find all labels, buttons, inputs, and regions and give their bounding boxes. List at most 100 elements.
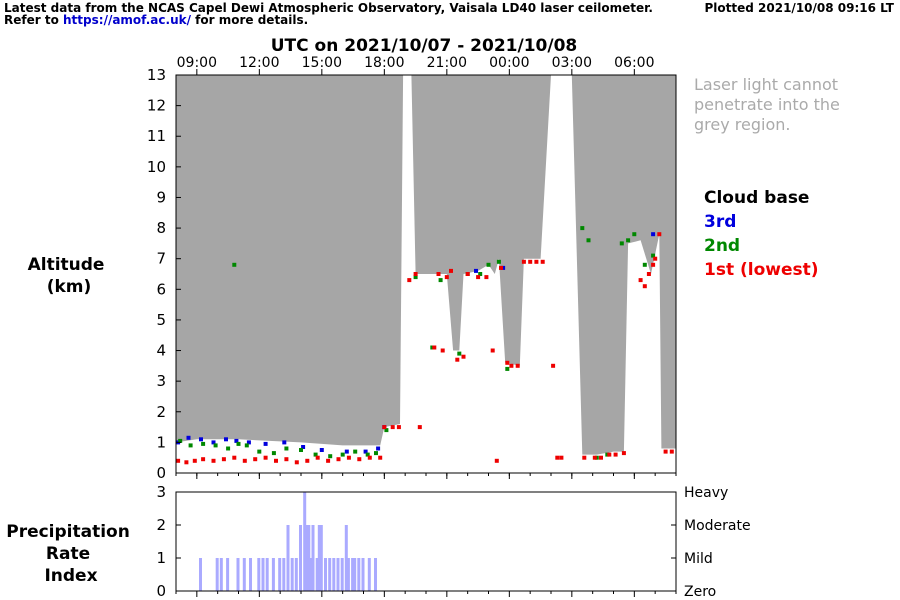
cloud-base-second-point xyxy=(651,253,656,258)
cloud-base-first-point xyxy=(621,451,626,456)
grey-note-line3: grey region. xyxy=(694,115,790,134)
cloud-base-first-point xyxy=(638,278,643,283)
cloud-base-third-point xyxy=(186,435,191,440)
cloud-base-first-point xyxy=(499,265,503,270)
cloud-base-second-point xyxy=(384,428,389,433)
header-line2: Refer to https://amof.ac.uk/ for more de… xyxy=(4,13,308,27)
y-tick-label: 10 xyxy=(147,158,166,176)
cloud-base-first-point xyxy=(263,455,268,460)
precip-bar xyxy=(328,558,332,591)
x-tick-label: 06:00 xyxy=(614,55,654,71)
precip-bar xyxy=(215,558,219,591)
precip-bar xyxy=(278,558,282,591)
cloud-base-third-point xyxy=(199,437,203,442)
cloud-base-second-point xyxy=(178,438,183,443)
cloud-base-third-point xyxy=(474,268,478,273)
cloud-base-second-point xyxy=(271,451,276,456)
cloud-base-first-point xyxy=(582,455,587,460)
cloud-base-third-point xyxy=(211,440,216,445)
cloud-base-second-point xyxy=(226,446,231,451)
cloud-base-first-point xyxy=(440,348,445,353)
cloud-base-first-point xyxy=(378,455,383,460)
cloud-base-third-point xyxy=(501,265,506,270)
legend-entry-3rd: 3rd xyxy=(704,212,736,232)
cloud-base-first-point xyxy=(284,457,289,462)
cloud-base-first-point xyxy=(444,275,449,280)
cloud-base-first-point xyxy=(476,275,481,280)
precip-bar xyxy=(242,558,246,591)
precip-bar xyxy=(199,558,202,591)
cloud-base-first-point xyxy=(221,457,226,462)
cloud-base-second-point xyxy=(478,272,483,276)
cloud-base-first-point xyxy=(232,455,237,460)
cloud-base-second-point xyxy=(374,451,378,456)
amof-link[interactable]: https://amof.ac.uk/ xyxy=(63,13,191,27)
cloud-base-second-point xyxy=(486,262,491,267)
grey-region-note: Laser light cannot penetrate into the gr… xyxy=(694,75,845,134)
precip-bar xyxy=(315,558,319,591)
precip-intensity-label: Heavy xyxy=(684,485,728,501)
y-tick-label: 11 xyxy=(147,127,166,145)
y-tick-label: 6 xyxy=(156,280,166,298)
precip-label-line1: Precipitation xyxy=(6,522,130,542)
cloud-base-first-point xyxy=(274,458,278,463)
header-refer-text: Refer to xyxy=(4,13,59,27)
cloud-base-second-point xyxy=(619,241,624,246)
cloud-base-first-point xyxy=(515,363,520,368)
y-tick-label: 7 xyxy=(156,250,166,268)
x-tick-label: 21:00 xyxy=(427,55,467,71)
cloud-base-first-point xyxy=(242,458,247,463)
grey-note-line2: penetrate into the xyxy=(694,95,840,114)
altitude-label-line2: (km) xyxy=(47,277,92,297)
precip-bar xyxy=(319,525,323,591)
cloud-base-first-point xyxy=(305,458,310,463)
precip-bar xyxy=(286,525,290,591)
cloud-base-second-point xyxy=(213,443,218,448)
legend-entry-1st: 1st (lowest) xyxy=(704,260,819,280)
cloud-base-second-point xyxy=(201,441,206,446)
cloud-base-first-point xyxy=(336,457,341,462)
cloud-base-second-point xyxy=(457,351,462,356)
cloud-base-first-point xyxy=(540,259,545,264)
precip-bar xyxy=(226,558,230,591)
legend: Cloud base 3rd 2nd 1st (lowest) xyxy=(704,188,819,280)
y-tick-label: 12 xyxy=(147,97,166,115)
precip-bar xyxy=(309,558,313,591)
precip-bar xyxy=(305,525,309,591)
precip-bar xyxy=(249,558,252,591)
cloud-base-first-point xyxy=(449,268,453,273)
cloud-base-first-point xyxy=(551,363,556,368)
y-tick-label: 5 xyxy=(156,311,166,329)
cloud-base-third-point xyxy=(344,449,349,454)
precip-y-tick-label: 0 xyxy=(156,582,166,600)
cloud-base-first-point xyxy=(669,449,674,454)
y-tick-label: 2 xyxy=(156,403,166,421)
cloud-base-first-point xyxy=(494,458,499,463)
plotted-timestamp: Plotted 2021/10/08 09:16 LT xyxy=(704,1,895,15)
precip-bar xyxy=(290,558,294,591)
cloud-base-first-point xyxy=(396,425,401,430)
cloud-base-first-point xyxy=(176,458,181,463)
precip-bar xyxy=(351,558,355,591)
precip-y-axis: 0 1 2 3 xyxy=(156,483,676,600)
precip-y-tick-label: 2 xyxy=(156,516,166,534)
cloud-base-first-point xyxy=(326,458,331,463)
cloud-base-first-point xyxy=(534,259,539,264)
cloud-base-third-point xyxy=(319,448,324,452)
cloud-base-first-point xyxy=(653,256,658,261)
precip-bar xyxy=(282,558,286,591)
cloud-base-first-point xyxy=(663,449,668,454)
precip-bar xyxy=(294,558,298,591)
y-tick-label: 3 xyxy=(156,372,166,390)
precip-bar xyxy=(346,558,350,591)
precip-label-line3: Index xyxy=(44,566,97,586)
precip-axis-label: Precipitation Rate Index xyxy=(6,522,136,586)
cloud-base-second-point xyxy=(642,262,647,267)
altitude-label-line1: Altitude xyxy=(28,255,105,275)
header-line1: Latest data from the NCAS Capel Dewi Atm… xyxy=(4,1,653,15)
cloud-base-second-point xyxy=(365,452,370,457)
cloud-base-second-point xyxy=(232,262,237,267)
cloud-base-second-point xyxy=(438,278,443,283)
